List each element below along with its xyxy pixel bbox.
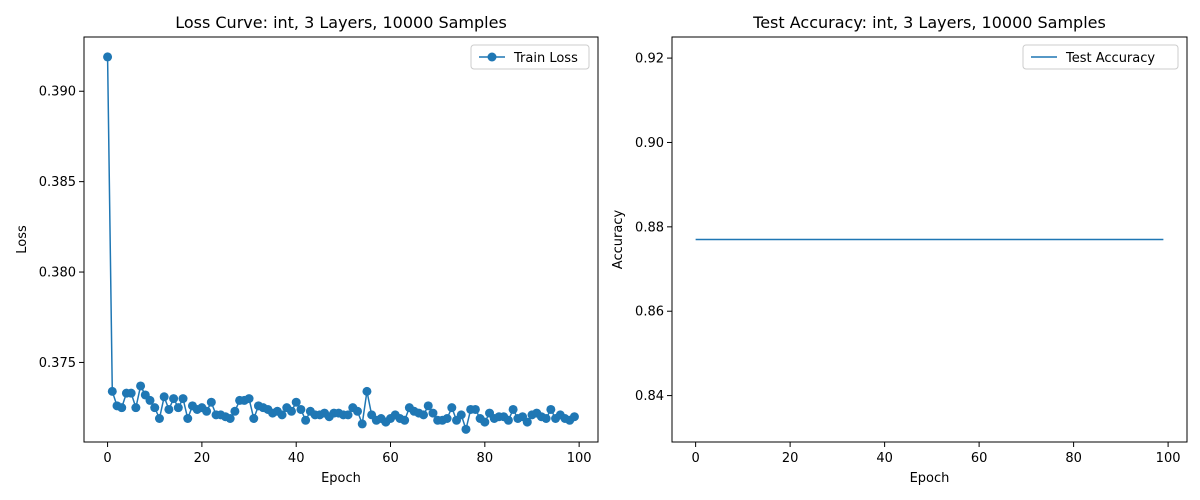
x-axis-label: Epoch (910, 471, 950, 486)
data-point (461, 424, 471, 434)
data-point (503, 415, 513, 425)
plot-frame (671, 36, 1188, 443)
data-point (154, 413, 164, 423)
legend-label: Test Accuracy (1065, 51, 1155, 66)
data-point (249, 413, 259, 423)
data-point (569, 412, 579, 422)
y-axis-label: Accuracy (611, 210, 626, 270)
y-tick-label: 0.375 (39, 356, 76, 371)
data-point (173, 403, 183, 413)
legend-frame (470, 44, 590, 70)
data-point (183, 413, 193, 423)
x-tick-label: 40 (876, 451, 893, 466)
legend-frame (1022, 44, 1179, 70)
chart-title: Test Accuracy: int, 3 Layers, 10000 Samp… (752, 13, 1106, 32)
series-line-1 (106, 56, 575, 433)
y-tick-label: 0.86 (635, 305, 664, 320)
chart-panel-1: Loss Curve: int, 3 Layers, 10000 Samples… (15, 13, 599, 486)
data-point (353, 406, 363, 416)
data-point (357, 419, 367, 429)
x-tick-label: 0 (691, 451, 699, 466)
plot-frame (83, 36, 599, 443)
x-tick-label: 100 (1156, 451, 1181, 466)
data-point (225, 413, 235, 423)
data-point (164, 404, 174, 414)
y-axis-label: Loss (15, 225, 30, 254)
x-tick-label: 20 (194, 451, 211, 466)
data-point (456, 410, 466, 420)
data-point (291, 397, 301, 407)
y-tick-label: 0.390 (39, 85, 76, 100)
data-point (428, 408, 438, 418)
data-point (117, 403, 127, 413)
x-tick-label: 80 (477, 451, 494, 466)
data-point (103, 52, 113, 62)
data-point (541, 413, 551, 423)
data-point (150, 403, 160, 413)
legend-swatch-marker (487, 52, 497, 62)
data-point (480, 417, 490, 427)
data-point (470, 404, 480, 414)
data-point (169, 394, 179, 404)
chart-panel-2: Test Accuracy: int, 3 Layers, 10000 Samp… (611, 13, 1188, 486)
data-point (230, 406, 240, 416)
x-tick-label: 60 (971, 451, 988, 466)
data-point (131, 403, 141, 413)
data-point (343, 410, 353, 420)
data-point (301, 415, 311, 425)
x-tick-label: 40 (288, 451, 305, 466)
data-point (145, 395, 155, 405)
data-point (419, 410, 429, 420)
y-tick-label: 0.84 (635, 389, 664, 404)
data-point (522, 417, 532, 427)
y-tick-label: 0.380 (39, 266, 76, 281)
legend-label: Train Loss (513, 51, 578, 66)
data-point (126, 388, 136, 398)
data-point (286, 406, 296, 416)
data-point (442, 413, 452, 423)
x-tick-label: 100 (567, 451, 592, 466)
data-point (107, 386, 117, 396)
data-point (447, 403, 457, 413)
data-point (546, 404, 556, 414)
data-point (206, 397, 216, 407)
data-point (159, 392, 169, 402)
legend: Train Loss (470, 44, 590, 70)
y-tick-label: 0.90 (635, 136, 664, 151)
data-point (277, 410, 287, 420)
data-point (296, 404, 306, 414)
x-tick-label: 20 (782, 451, 799, 466)
data-point (423, 401, 433, 411)
data-point (362, 386, 372, 396)
data-point (202, 406, 212, 416)
data-point (400, 415, 410, 425)
y-tick-label: 0.385 (39, 175, 76, 190)
data-point (244, 394, 254, 404)
x-tick-label: 80 (1065, 451, 1082, 466)
data-point (508, 404, 518, 414)
chart-title: Loss Curve: int, 3 Layers, 10000 Samples (175, 13, 507, 32)
y-tick-label: 0.88 (635, 220, 664, 235)
x-tick-label: 60 (382, 451, 399, 466)
x-tick-label: 0 (103, 451, 111, 466)
legend: Test Accuracy (1022, 44, 1179, 70)
data-point (136, 381, 146, 391)
y-tick-label: 0.92 (635, 52, 664, 67)
x-axis-label: Epoch (321, 471, 361, 486)
data-point (178, 394, 188, 404)
